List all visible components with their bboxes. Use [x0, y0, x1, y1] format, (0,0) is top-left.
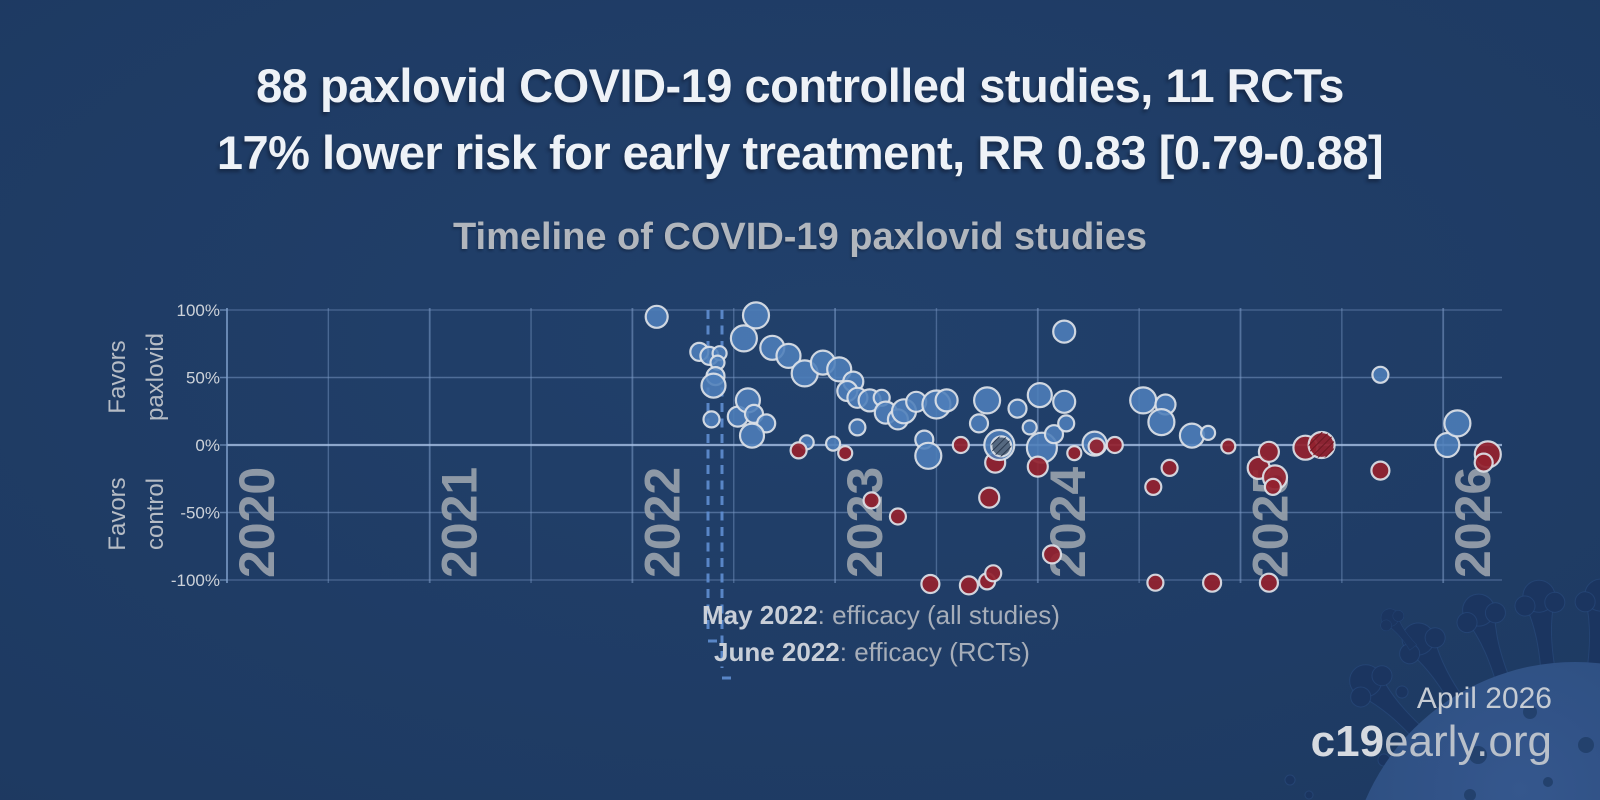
annotation-may-2022: May 2022: efficacy (all studies)	[702, 597, 1060, 634]
study-point	[951, 435, 970, 455]
study-point	[848, 418, 867, 437]
study-point	[1144, 477, 1163, 496]
study-point	[934, 388, 959, 413]
study-point	[775, 342, 802, 369]
study-point	[1026, 382, 1053, 409]
study-point	[1257, 440, 1281, 463]
study-point	[862, 491, 881, 510]
study-point	[1021, 419, 1038, 436]
study-point	[702, 410, 721, 429]
study-point	[1129, 386, 1158, 415]
study-point	[837, 445, 854, 462]
study-point	[1052, 389, 1077, 414]
study-point	[1043, 424, 1065, 445]
study-point	[1258, 572, 1280, 593]
study-point	[1201, 572, 1223, 593]
study-point-hatch-overlay	[991, 436, 1012, 457]
study-point-hatch-overlay	[1308, 432, 1335, 458]
page-title: 88 paxlovid COVID-19 controlled studies,…	[0, 52, 1600, 186]
annotation-may-date: May 2022	[702, 600, 818, 630]
study-point	[741, 301, 771, 330]
brand-rest: early.org	[1384, 717, 1552, 766]
study-point	[1087, 437, 1106, 456]
favors-control-line2: control	[142, 477, 169, 551]
study-point	[1263, 477, 1283, 496]
study-point	[1199, 424, 1217, 441]
dashed-line-june-2022	[720, 310, 737, 680]
study-point	[700, 372, 727, 399]
study-point	[789, 441, 808, 460]
title-line-1: 88 paxlovid COVID-19 controlled studies,…	[256, 59, 1344, 112]
study-point	[914, 441, 943, 470]
annotation-may-text: : efficacy (all studies)	[817, 600, 1060, 630]
chart-title: Timeline of COVID-19 paxlovid studies	[452, 216, 1148, 258]
study-point	[1052, 319, 1077, 344]
study-point	[920, 573, 941, 595]
study-point	[1147, 408, 1176, 437]
year-label-2021: 2021	[432, 467, 488, 578]
coronavirus-illustration	[1284, 578, 1600, 800]
milestone-annotation: May 2022: efficacy (all studies) June 20…	[702, 597, 1060, 671]
brand-bold: c19	[1310, 717, 1385, 766]
study-point	[888, 507, 908, 526]
study-point	[644, 304, 669, 329]
study-point	[1007, 398, 1028, 419]
annotation-june-text: : efficacy (RCTs)	[839, 637, 1030, 667]
y-tick-label--100%: -100%	[171, 571, 220, 590]
study-point	[1220, 438, 1237, 455]
study-point	[1371, 365, 1390, 384]
study-point	[729, 324, 759, 353]
study-point	[824, 435, 842, 452]
y-tick-label-0%: 0%	[195, 436, 220, 455]
study-point	[1146, 573, 1165, 592]
study-point	[958, 575, 980, 596]
virus-pores	[1464, 705, 1594, 800]
y-tick-label--50%: -50%	[180, 504, 220, 523]
y-axis-label-favors-control: Favors control	[99, 404, 175, 624]
study-points	[644, 301, 1502, 596]
study-point	[1026, 455, 1049, 478]
year-label-2026: 2026	[1445, 467, 1501, 578]
annotation-june-date: June 2022	[714, 637, 840, 667]
y-tick-label-50%: 50%	[186, 369, 220, 388]
annotation-june-2022: June 2022: efficacy (RCTs)	[702, 634, 1060, 671]
study-point	[738, 422, 766, 449]
y-tick-label-100%: 100%	[177, 301, 220, 320]
study-point	[1473, 452, 1494, 473]
study-point	[1160, 458, 1179, 477]
study-point	[972, 386, 1002, 415]
x-axis-year-labels: 2020 2021 2022 2023 2024 2025 2026	[229, 467, 1501, 578]
study-point	[1057, 414, 1076, 433]
chart-gridlines	[220, 308, 1502, 583]
favors-control-line1: Favors	[104, 477, 131, 551]
study-point	[978, 486, 1001, 509]
report-date: April 2026	[1416, 682, 1552, 715]
footer: April 2026 c19early.org	[1311, 681, 1552, 767]
study-point	[1066, 445, 1083, 462]
study-point	[1041, 544, 1063, 565]
study-point	[968, 413, 990, 434]
study-point	[1443, 409, 1472, 438]
year-label-2023: 2023	[837, 467, 893, 578]
virus-body	[1365, 662, 1600, 800]
study-point	[984, 564, 1003, 583]
site-brand: c19early.org	[1311, 717, 1552, 767]
title-line-2: 17% lower risk for early treatment, RR 0…	[216, 126, 1384, 179]
y-axis-tick-labels: 100% 50% 0% -50% -100%	[171, 301, 220, 590]
study-point	[1105, 435, 1124, 455]
study-point	[1178, 422, 1206, 449]
study-point	[1370, 460, 1391, 481]
year-label-2022: 2022	[634, 467, 690, 578]
year-label-2020: 2020	[229, 467, 285, 578]
